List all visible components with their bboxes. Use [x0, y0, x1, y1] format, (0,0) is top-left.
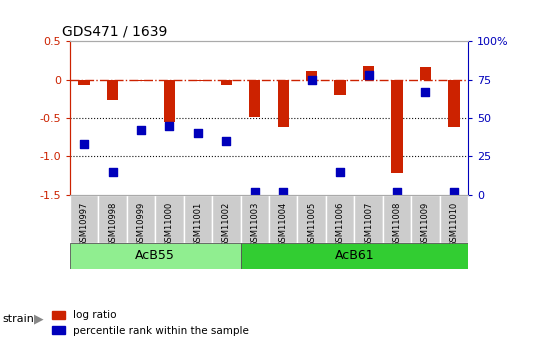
Bar	[127, 195, 155, 243]
Bar	[183, 195, 212, 243]
Bar	[249, 80, 260, 117]
Text: GSM11006: GSM11006	[336, 202, 345, 247]
Text: GSM10999: GSM10999	[137, 202, 146, 247]
Text: GSM11009: GSM11009	[421, 202, 430, 247]
Legend: log ratio, percentile rank within the sample: log ratio, percentile rank within the sa…	[48, 306, 253, 340]
Point	[80, 141, 88, 147]
Bar	[70, 243, 240, 269]
Bar	[212, 195, 240, 243]
Text: GDS471 / 1639: GDS471 / 1639	[62, 25, 167, 39]
Bar	[155, 195, 183, 243]
Point	[108, 169, 117, 175]
Bar	[306, 70, 317, 80]
Text: GSM11008: GSM11008	[392, 202, 401, 247]
Text: GSM11000: GSM11000	[165, 202, 174, 247]
Bar	[240, 243, 468, 269]
Bar	[79, 80, 90, 85]
Text: GSM11002: GSM11002	[222, 202, 231, 247]
Text: GSM11003: GSM11003	[250, 202, 259, 247]
Bar	[136, 80, 147, 81]
Text: GSM11004: GSM11004	[279, 202, 288, 247]
Bar	[298, 195, 326, 243]
Bar	[269, 195, 298, 243]
Text: ▶: ▶	[34, 313, 44, 326]
Point	[137, 128, 145, 133]
Point	[279, 189, 287, 195]
Point	[421, 89, 430, 95]
Text: AcB61: AcB61	[335, 249, 374, 263]
Point	[364, 72, 373, 78]
Bar	[221, 80, 232, 85]
Bar	[107, 80, 118, 100]
Text: AcB55: AcB55	[136, 249, 175, 263]
Text: GSM11005: GSM11005	[307, 202, 316, 247]
Point	[336, 169, 344, 175]
Bar	[326, 195, 355, 243]
Bar	[240, 195, 269, 243]
Point	[194, 131, 202, 136]
Point	[307, 77, 316, 82]
Point	[393, 189, 401, 195]
Text: GSM10997: GSM10997	[80, 202, 89, 247]
Bar	[383, 195, 411, 243]
Text: strain: strain	[3, 314, 34, 324]
Point	[450, 189, 458, 195]
Text: GSM11001: GSM11001	[193, 202, 202, 247]
Text: GSM11007: GSM11007	[364, 202, 373, 247]
Bar	[440, 195, 468, 243]
Bar	[70, 195, 98, 243]
Bar	[355, 195, 383, 243]
Bar	[448, 80, 459, 127]
Bar	[391, 80, 402, 173]
Point	[165, 123, 174, 129]
Text: GSM11010: GSM11010	[449, 202, 458, 247]
Bar	[411, 195, 440, 243]
Point	[222, 138, 231, 144]
Bar	[278, 80, 289, 127]
Point	[251, 189, 259, 195]
Bar	[192, 80, 203, 81]
Bar	[363, 66, 374, 80]
Bar	[335, 80, 346, 95]
Bar	[98, 195, 127, 243]
Bar	[164, 80, 175, 122]
Text: GSM10998: GSM10998	[108, 202, 117, 247]
Bar	[420, 68, 431, 80]
